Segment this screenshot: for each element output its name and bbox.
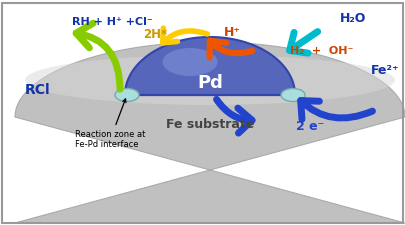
FancyArrowPatch shape <box>76 23 120 89</box>
Text: RH + H⁺ +Cl⁻: RH + H⁺ +Cl⁻ <box>72 17 152 27</box>
Text: Pd: Pd <box>196 74 222 92</box>
FancyArrowPatch shape <box>289 32 317 53</box>
Text: Reaction zone at
Fe-Pd interface: Reaction zone at Fe-Pd interface <box>75 99 145 149</box>
Ellipse shape <box>25 55 394 105</box>
Text: H₂  +  OH⁻: H₂ + OH⁻ <box>290 46 353 56</box>
FancyArrowPatch shape <box>300 101 371 119</box>
Text: H⁺: H⁺ <box>223 25 240 38</box>
FancyArrowPatch shape <box>162 28 207 43</box>
Text: Fe²⁺: Fe²⁺ <box>370 63 399 76</box>
Polygon shape <box>15 42 404 223</box>
Ellipse shape <box>162 48 217 76</box>
Ellipse shape <box>280 88 304 101</box>
Text: 2 e⁻: 2 e⁻ <box>295 121 323 133</box>
FancyArrowPatch shape <box>209 41 252 57</box>
Text: 2H*: 2H* <box>143 29 167 41</box>
Polygon shape <box>125 37 294 95</box>
Text: H₂O: H₂O <box>339 11 365 25</box>
FancyArrowPatch shape <box>216 99 252 133</box>
Ellipse shape <box>115 88 139 101</box>
Text: RCl: RCl <box>25 83 51 97</box>
Text: Fe substrate: Fe substrate <box>166 119 254 131</box>
